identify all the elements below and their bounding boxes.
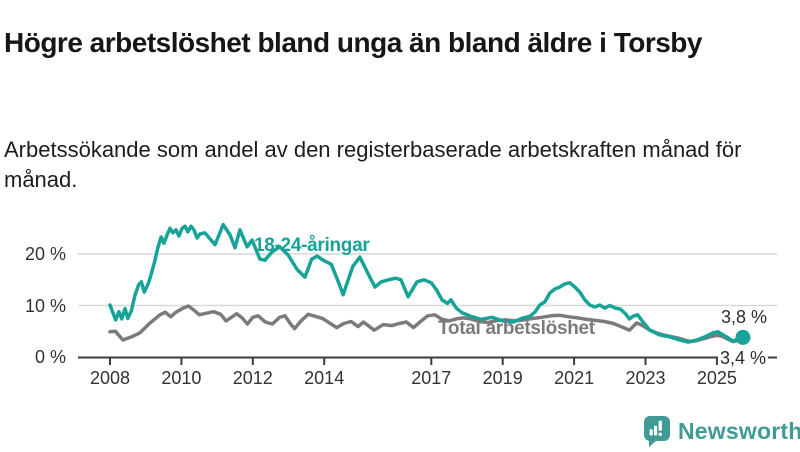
x-axis-label: 2014 — [304, 368, 345, 388]
x-axis-label: 2017 — [411, 368, 452, 388]
end-value-youth: 3,8 % — [721, 307, 768, 327]
y-axis-label: 10 % — [24, 295, 66, 316]
x-axis-label: 2019 — [482, 368, 523, 388]
x-axis-label: 2010 — [161, 368, 202, 388]
y-axis-label: 0 % — [34, 347, 66, 367]
series-line — [108, 222, 745, 344]
series-end-dot — [735, 329, 751, 345]
series-line — [108, 304, 745, 344]
newsworthy-logo[interactable]: Newsworthy — [643, 415, 800, 447]
chart-subtitle: Arbetssökande som andel av den registerb… — [4, 137, 742, 192]
x-axis-label: 2012 — [232, 368, 273, 388]
page-title: Högre arbetslöshet bland unga än bland ä… — [4, 26, 703, 58]
y-axis-label: 20 % — [24, 244, 66, 264]
x-axis-label: 2021 — [554, 368, 595, 388]
newsworthy-logo-icon — [643, 415, 671, 447]
x-axis-label: 2025 — [696, 368, 737, 388]
x-axis-label: 2023 — [625, 368, 666, 388]
series-label-total: Total arbetslöshet — [438, 318, 595, 339]
end-value-total: 3,4 % — [718, 348, 769, 368]
series-label-youth: 18-24-åringar — [254, 235, 370, 256]
x-axis-label: 2008 — [89, 368, 131, 388]
newsworthy-logo-text: Newsworthy — [678, 417, 800, 444]
